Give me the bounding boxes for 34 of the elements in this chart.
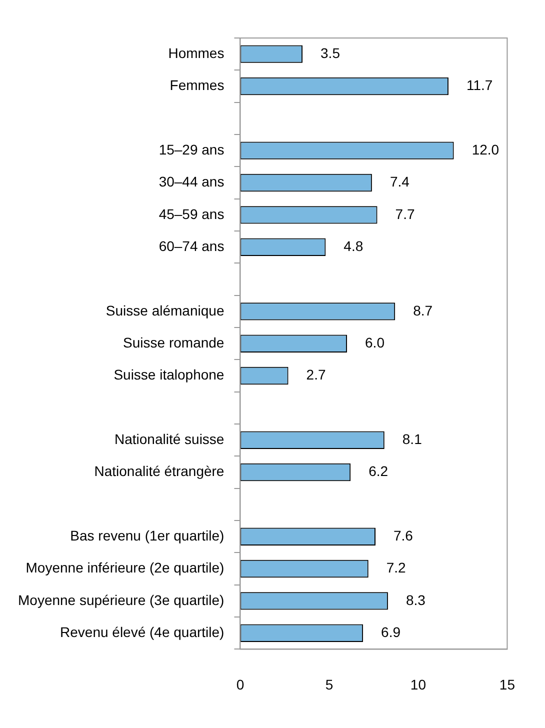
data-label: 7.2	[386, 560, 406, 576]
data-label: 2.7	[306, 366, 326, 383]
y-tick-label: Hommes	[168, 44, 224, 61]
data-label: 7.4	[390, 174, 410, 190]
data-label: 8.1	[402, 430, 422, 447]
data-label: 11.7	[466, 77, 493, 94]
y-tick-label: 45–59 ans	[158, 206, 224, 222]
y-tick-label: Moyenne inférieure (2e quartile)	[26, 560, 224, 576]
data-label: 6.0	[365, 334, 385, 350]
data-label: 3.5	[320, 44, 340, 61]
x-tick-label: 5	[325, 676, 334, 692]
y-tick-label: Suisse italophone	[114, 366, 224, 383]
y-tick-label: 15–29 ans	[158, 141, 224, 158]
data-label: 8.3	[406, 592, 426, 608]
data-label: 7.6	[394, 527, 414, 544]
data-label: 12.0	[472, 141, 500, 158]
data-label: 4.8	[344, 238, 364, 254]
data-label: 6.9	[381, 624, 401, 640]
x-tick-label: 0	[236, 676, 244, 692]
y-tick-label: Suisse romande	[123, 334, 224, 350]
y-tick-label: Suisse alémanique	[106, 302, 224, 318]
x-tick-label: 15	[499, 676, 516, 692]
y-tick-label: 30–44 ans	[158, 174, 224, 190]
data-label: 6.2	[368, 463, 388, 480]
y-tick-label: Moyenne supérieure (3e quartile)	[18, 592, 224, 608]
y-tick-label: Nationalité étrangère	[94, 463, 224, 480]
data-label: 8.7	[413, 302, 433, 318]
x-tick-label: 10	[410, 676, 426, 692]
y-tick-label: Revenu élevé (4e quartile)	[60, 624, 224, 640]
y-tick-label: Nationalité suisse	[114, 430, 224, 447]
y-tick-label: Femmes	[170, 77, 224, 94]
y-tick-label: 60–74 ans	[158, 238, 224, 254]
y-tick-label: Bas revenu (1er quartile)	[70, 527, 224, 544]
data-label: 7.7	[395, 206, 415, 222]
